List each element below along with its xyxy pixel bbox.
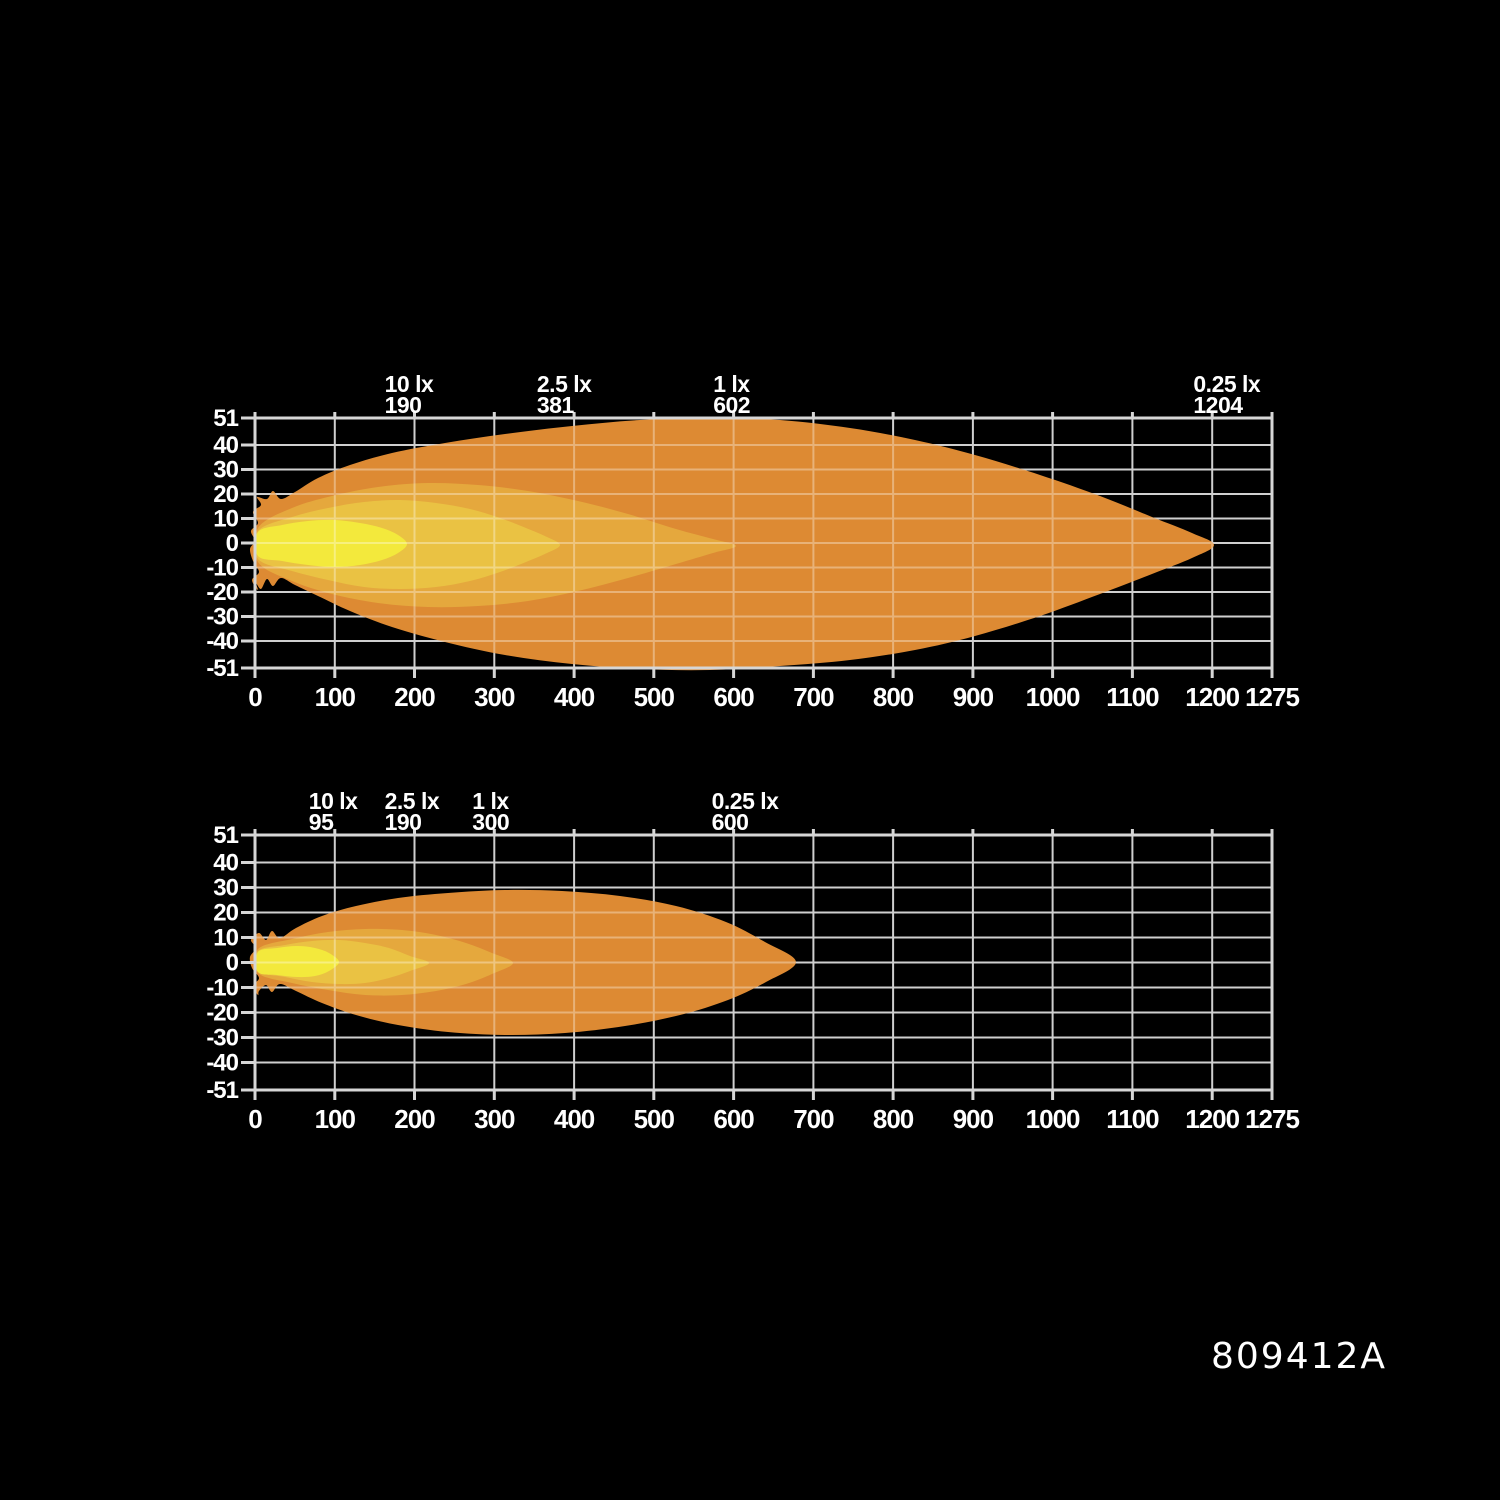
x-tick-label: 100 xyxy=(315,682,356,712)
isolux-label: 2.5 lx xyxy=(537,371,592,397)
x-tick-label: 900 xyxy=(953,1104,994,1134)
isolux-label: 0.25 lx xyxy=(712,788,780,814)
x-tick-label: 1100 xyxy=(1106,1104,1159,1134)
x-tick-label: 1200 xyxy=(1185,682,1239,712)
x-tick-label: 400 xyxy=(554,682,595,712)
x-tick-label: 200 xyxy=(394,1104,435,1134)
isolux-distance: 300 xyxy=(472,809,509,835)
x-tick-label: 400 xyxy=(554,1104,595,1134)
x-tick-label: 700 xyxy=(793,682,834,712)
beam-pattern-bottom: 0 100 200 300 400 500 600 700 800 900 1000 1100 1200… xyxy=(206,788,1300,1134)
x-tick-label: 300 xyxy=(474,1104,515,1134)
plot-border xyxy=(253,416,1274,670)
y-tick-label: 40 xyxy=(213,850,238,877)
isolux-distance: 190 xyxy=(385,392,422,418)
axis-ticks xyxy=(241,412,1274,678)
y-tick-label: 0 xyxy=(226,950,239,977)
y-tick-label: 10 xyxy=(213,925,238,952)
y-tick-label: 20 xyxy=(213,900,238,927)
y-tick-label: -10 xyxy=(206,975,238,1002)
isolux-label: 1 lx xyxy=(713,371,750,397)
x-tick-label: 1000 xyxy=(1026,1104,1080,1134)
y-tick-label: -51 xyxy=(206,1077,238,1104)
x-tick-label: 1100 xyxy=(1106,682,1159,712)
beam-pattern-top: 0 100 200 300 400 500 600 700 800 900 1000 1100 1200… xyxy=(206,371,1300,712)
y-tick-label: -30 xyxy=(206,604,238,631)
y-tick-label: -51 xyxy=(206,655,238,682)
isolux-label: 2.5 lx xyxy=(385,788,440,814)
x-tick-label: 600 xyxy=(713,1104,754,1134)
y-tick-label: 30 xyxy=(213,875,238,902)
y-tick-label: 0 xyxy=(226,530,239,557)
x-tick-label: 500 xyxy=(634,1104,675,1134)
plot-border xyxy=(253,833,1274,1092)
isolux-distance: 190 xyxy=(385,809,422,835)
x-tick-label: 800 xyxy=(873,1104,914,1134)
x-tick-label: 800 xyxy=(873,682,914,712)
y-tick-label: -40 xyxy=(206,1050,238,1077)
y-tick-label: 30 xyxy=(213,457,238,484)
y-tick-label: 10 xyxy=(213,506,238,533)
isolux-distance: 381 xyxy=(537,392,575,418)
y-tick-label: -40 xyxy=(206,628,238,655)
isolux-distance: 1204 xyxy=(1193,392,1243,418)
isolux-label: 0.25 lx xyxy=(1193,371,1261,397)
y-tick-label: -10 xyxy=(206,555,238,582)
x-tick-label: 600 xyxy=(713,682,754,712)
y-tick-label: -30 xyxy=(206,1025,238,1052)
isolux-label: 10 lx xyxy=(309,788,358,814)
x-tick-label: 100 xyxy=(315,1104,356,1134)
x-tick-label: 1275 xyxy=(1245,1104,1299,1134)
x-tick-label: 1000 xyxy=(1026,682,1080,712)
y-tick-label: 51 xyxy=(213,822,238,849)
y-tick-label: 51 xyxy=(213,405,238,432)
x-tick-label: 900 xyxy=(953,682,994,712)
x-tick-label: 1275 xyxy=(1245,682,1299,712)
x-tick-label: 0 xyxy=(248,1104,262,1134)
isolux-distance: 95 xyxy=(309,809,334,835)
y-tick-label: 20 xyxy=(213,481,238,508)
x-tick-label: 500 xyxy=(634,682,675,712)
x-tick-label: 200 xyxy=(394,682,435,712)
isolux-distance: 600 xyxy=(712,809,749,835)
x-tick-label: 1200 xyxy=(1185,1104,1239,1134)
part-number: 809412A xyxy=(1211,1336,1388,1377)
y-tick-label: -20 xyxy=(206,1000,238,1027)
y-tick-label: 40 xyxy=(213,432,238,459)
y-tick-label: -20 xyxy=(206,579,238,606)
x-tick-label: 0 xyxy=(248,682,262,712)
isolux-distance: 602 xyxy=(713,392,750,418)
isolux-label: 10 lx xyxy=(385,371,434,397)
isolux-label: 1 lx xyxy=(472,788,509,814)
axis-ticks xyxy=(241,829,1274,1100)
x-tick-label: 300 xyxy=(474,682,515,712)
x-tick-label: 700 xyxy=(793,1104,834,1134)
